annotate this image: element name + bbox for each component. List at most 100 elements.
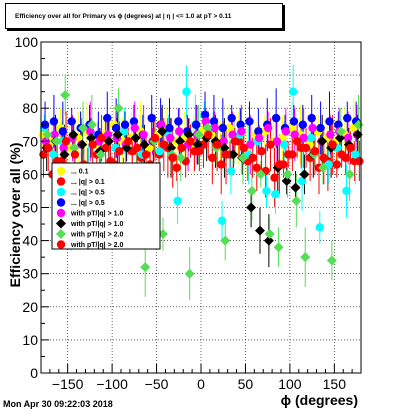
data-point [204, 130, 213, 139]
data-point [299, 169, 310, 180]
data-point [210, 123, 219, 133]
data-point [174, 136, 185, 147]
legend-marker [56, 198, 66, 207]
chart-title: Efficiency over all for Primary vs ϕ (de… [15, 13, 232, 20]
y-tick-label: 100 [15, 34, 39, 50]
data-point [263, 123, 273, 133]
data-point [254, 127, 263, 136]
data-point [282, 169, 293, 180]
data-point [140, 262, 151, 273]
data-point [201, 117, 211, 126]
data-point [271, 190, 280, 199]
data-point [280, 140, 289, 149]
x-axis-label: ϕ (degrees) [281, 392, 358, 408]
legend-marker [56, 177, 66, 186]
y-tick-label: 90 [22, 67, 38, 83]
data-point [246, 140, 255, 149]
data-point [168, 153, 177, 163]
data-point [266, 140, 275, 149]
data-point [221, 150, 231, 159]
data-point [209, 117, 219, 126]
data-point [291, 195, 302, 206]
data-point [50, 130, 59, 139]
data-point [239, 143, 248, 153]
x-tick-label: 0 [197, 376, 205, 392]
data-point [195, 147, 204, 156]
data-point [129, 117, 139, 126]
chart-title-box: Efficiency over all for Primary vs ϕ (de… [5, 3, 283, 29]
legend-label: ... |q| > 0.5 [71, 200, 105, 207]
data-point [317, 136, 328, 147]
data-point [120, 127, 129, 136]
data-point [272, 137, 282, 146]
legend-label: ... |q| > 0.5 [71, 190, 105, 197]
data-point [61, 137, 71, 146]
y-tick-label: 40 [22, 233, 38, 249]
data-point [342, 186, 351, 196]
y-tick-label: 0 [30, 365, 38, 381]
y-tick-label: 50 [22, 200, 38, 216]
data-point [292, 137, 302, 146]
y-tick-label: 10 [22, 332, 38, 348]
data-point [255, 169, 266, 180]
data-point [290, 182, 301, 193]
data-point [275, 160, 284, 169]
x-tick-label: −150 [52, 376, 84, 392]
data-point [69, 142, 80, 153]
data-point [217, 216, 227, 225]
data-point [281, 176, 292, 187]
data-point [124, 137, 133, 146]
data-point [335, 126, 346, 137]
data-point [166, 142, 177, 153]
y-tick-label: 20 [22, 299, 38, 315]
data-point [288, 87, 298, 96]
data-point [325, 117, 334, 126]
data-point [344, 169, 355, 180]
data-point [44, 143, 53, 153]
data-point [298, 120, 308, 129]
data-point [67, 117, 76, 126]
data-point [337, 150, 346, 159]
data-point [310, 147, 320, 156]
data-point [328, 140, 337, 149]
data-point [175, 152, 186, 163]
data-point [252, 163, 261, 172]
data-point [59, 149, 70, 160]
data-point [172, 163, 181, 172]
data-point [183, 129, 194, 140]
x-tick-label: 100 [278, 376, 302, 392]
data-point [111, 123, 121, 133]
data-point [281, 127, 291, 136]
data-point [165, 123, 174, 133]
timestamp-footer: Mon Apr 30 09:22:03 2018 [3, 399, 113, 409]
data-point [139, 139, 150, 150]
data-point [59, 143, 68, 153]
data-point [130, 123, 139, 133]
data-point [343, 133, 353, 143]
x-tick-label: 50 [238, 376, 254, 392]
data-point [230, 137, 240, 146]
data-point [355, 156, 364, 166]
data-point [300, 252, 311, 263]
data-point [58, 127, 68, 136]
data-point [219, 142, 230, 153]
data-point [332, 160, 341, 169]
legend: ... 0.1 ... |q| > 0.1 ... |q| > 0.5 ... |q|… [51, 162, 161, 250]
y-tick-label: 80 [22, 100, 38, 116]
x-tick-label: −50 [145, 376, 169, 392]
data-point [70, 150, 80, 159]
data-point [306, 133, 316, 143]
data-point [155, 147, 164, 156]
data-point [271, 113, 281, 123]
legend-marker [56, 240, 66, 249]
data-point [326, 255, 337, 266]
data-point [130, 132, 141, 143]
data-point [299, 133, 308, 143]
data-point [228, 149, 239, 160]
legend-label: with pT/|q| > 1.0 [70, 211, 123, 218]
data-point [147, 113, 156, 123]
data-point [200, 110, 210, 120]
data-point [191, 120, 201, 129]
y-axis-label: Efficiency over all (%) [7, 143, 23, 288]
